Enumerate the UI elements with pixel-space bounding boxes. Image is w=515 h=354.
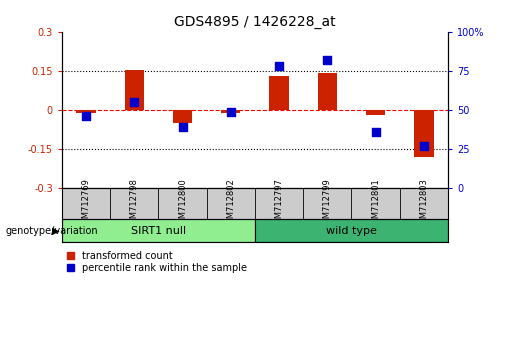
- Text: GSM712801: GSM712801: [371, 178, 380, 229]
- Bar: [269, 76, 289, 110]
- Point: [178, 124, 186, 130]
- Text: wild type: wild type: [326, 226, 377, 236]
- Title: GDS4895 / 1426228_at: GDS4895 / 1426228_at: [174, 16, 336, 29]
- Text: SIRT1 null: SIRT1 null: [131, 226, 186, 236]
- Text: GSM712802: GSM712802: [226, 178, 235, 229]
- Point: [420, 143, 428, 149]
- Text: ▶: ▶: [52, 226, 59, 236]
- Point: [82, 113, 90, 119]
- Text: GSM712800: GSM712800: [178, 178, 187, 229]
- Bar: [366, 110, 385, 115]
- Text: GSM712799: GSM712799: [323, 178, 332, 229]
- Text: GSM712798: GSM712798: [130, 178, 139, 229]
- Text: GSM712803: GSM712803: [419, 178, 428, 229]
- Point: [130, 99, 139, 105]
- Text: GSM712797: GSM712797: [274, 178, 284, 229]
- Bar: [221, 110, 241, 113]
- Bar: [414, 110, 434, 157]
- Point: [227, 109, 235, 114]
- Point: [275, 63, 283, 69]
- Text: GSM712769: GSM712769: [81, 178, 91, 229]
- Bar: [173, 110, 192, 123]
- Point: [371, 129, 380, 135]
- Bar: [76, 110, 96, 113]
- Bar: [255, 219, 448, 242]
- Point: [323, 57, 332, 63]
- Bar: [125, 70, 144, 110]
- Text: genotype/variation: genotype/variation: [5, 226, 98, 236]
- Bar: [62, 219, 255, 242]
- Legend: transformed count, percentile rank within the sample: transformed count, percentile rank withi…: [66, 251, 247, 273]
- Bar: [318, 73, 337, 110]
